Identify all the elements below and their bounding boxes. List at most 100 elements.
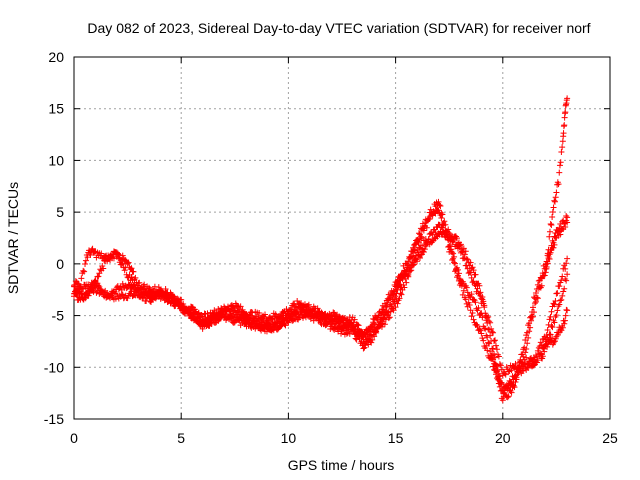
data-point bbox=[207, 309, 214, 316]
data-point bbox=[292, 303, 299, 310]
data-point bbox=[371, 333, 378, 340]
data-point bbox=[557, 231, 564, 238]
data-point bbox=[80, 267, 87, 274]
data-point bbox=[382, 316, 389, 323]
data-point bbox=[523, 346, 530, 353]
data-point bbox=[527, 358, 534, 365]
data-point bbox=[482, 325, 489, 332]
data-point bbox=[408, 263, 415, 270]
data-point bbox=[401, 284, 408, 291]
data-point bbox=[435, 207, 442, 214]
data-point bbox=[252, 325, 259, 332]
data-point bbox=[530, 313, 537, 320]
data-point bbox=[305, 301, 312, 308]
data-point bbox=[512, 360, 519, 367]
data-point bbox=[299, 311, 306, 318]
data-point bbox=[296, 304, 303, 311]
data-point bbox=[492, 342, 499, 349]
data-point bbox=[490, 329, 497, 336]
data-point bbox=[90, 286, 97, 293]
x-tick-label: 10 bbox=[281, 430, 297, 446]
data-point bbox=[561, 320, 568, 327]
data-point bbox=[538, 282, 545, 289]
data-point bbox=[541, 272, 548, 279]
data-point bbox=[98, 250, 105, 257]
data-point bbox=[381, 308, 388, 315]
data-point bbox=[354, 326, 361, 333]
data-point bbox=[551, 319, 558, 326]
data-point bbox=[458, 282, 465, 289]
data-point bbox=[355, 322, 362, 329]
data-point bbox=[557, 297, 564, 304]
data-point bbox=[314, 305, 321, 312]
data-point bbox=[551, 198, 558, 205]
data-point bbox=[109, 255, 116, 262]
data-point bbox=[564, 95, 571, 102]
data-point bbox=[534, 347, 541, 354]
data-point bbox=[564, 307, 571, 314]
data-point bbox=[463, 284, 470, 291]
data-point bbox=[92, 278, 99, 285]
data-point bbox=[411, 246, 418, 253]
data-point bbox=[124, 295, 131, 302]
data-point bbox=[125, 259, 132, 266]
y-tick-label: 20 bbox=[48, 49, 64, 65]
series-4 bbox=[542, 95, 571, 276]
data-point bbox=[190, 310, 197, 317]
data-point bbox=[394, 300, 401, 307]
x-tick-label: 25 bbox=[602, 430, 618, 446]
data-point bbox=[526, 328, 533, 335]
data-point bbox=[531, 300, 538, 307]
data-point bbox=[425, 236, 432, 243]
data-point bbox=[232, 317, 239, 324]
data-point bbox=[450, 255, 457, 262]
data-point bbox=[404, 272, 411, 279]
data-point bbox=[480, 298, 487, 305]
data-point bbox=[367, 328, 374, 335]
data-point bbox=[123, 285, 130, 292]
data-point bbox=[151, 292, 158, 299]
data-point bbox=[170, 301, 177, 308]
data-point bbox=[409, 254, 416, 261]
data-point bbox=[460, 287, 467, 294]
data-point bbox=[288, 306, 295, 313]
data-point bbox=[289, 315, 296, 322]
x-axis-title: GPS time / hours bbox=[288, 457, 395, 473]
data-point bbox=[550, 204, 557, 211]
data-point bbox=[553, 189, 560, 196]
data-point bbox=[398, 291, 405, 298]
data-point bbox=[390, 291, 397, 298]
data-point bbox=[395, 280, 402, 287]
data-point bbox=[435, 198, 442, 205]
data-point bbox=[119, 252, 126, 259]
data-point bbox=[517, 367, 524, 374]
data-point bbox=[468, 274, 475, 281]
y-tick-label: -10 bbox=[44, 359, 64, 375]
data-point bbox=[481, 304, 488, 311]
data-point bbox=[530, 309, 537, 316]
data-point bbox=[544, 250, 551, 257]
data-point bbox=[499, 397, 506, 404]
data-point bbox=[155, 284, 162, 291]
data-point bbox=[562, 109, 569, 116]
x-tick-label: 5 bbox=[177, 430, 185, 446]
data-point bbox=[454, 272, 461, 279]
data-point bbox=[495, 370, 502, 377]
data-point bbox=[468, 313, 475, 320]
data-point bbox=[348, 323, 355, 330]
data-point bbox=[491, 366, 498, 373]
data-point bbox=[262, 328, 269, 335]
data-point bbox=[453, 235, 460, 242]
data-point bbox=[501, 370, 508, 377]
data-point bbox=[333, 318, 340, 325]
data-point bbox=[534, 357, 541, 364]
data-point bbox=[74, 293, 81, 300]
data-point bbox=[561, 285, 568, 292]
data-point bbox=[448, 248, 455, 255]
data-point bbox=[382, 304, 389, 311]
data-point bbox=[560, 130, 567, 137]
data-point bbox=[281, 320, 288, 327]
data-point bbox=[554, 290, 561, 297]
data-point bbox=[477, 327, 484, 334]
data-point bbox=[130, 268, 137, 275]
